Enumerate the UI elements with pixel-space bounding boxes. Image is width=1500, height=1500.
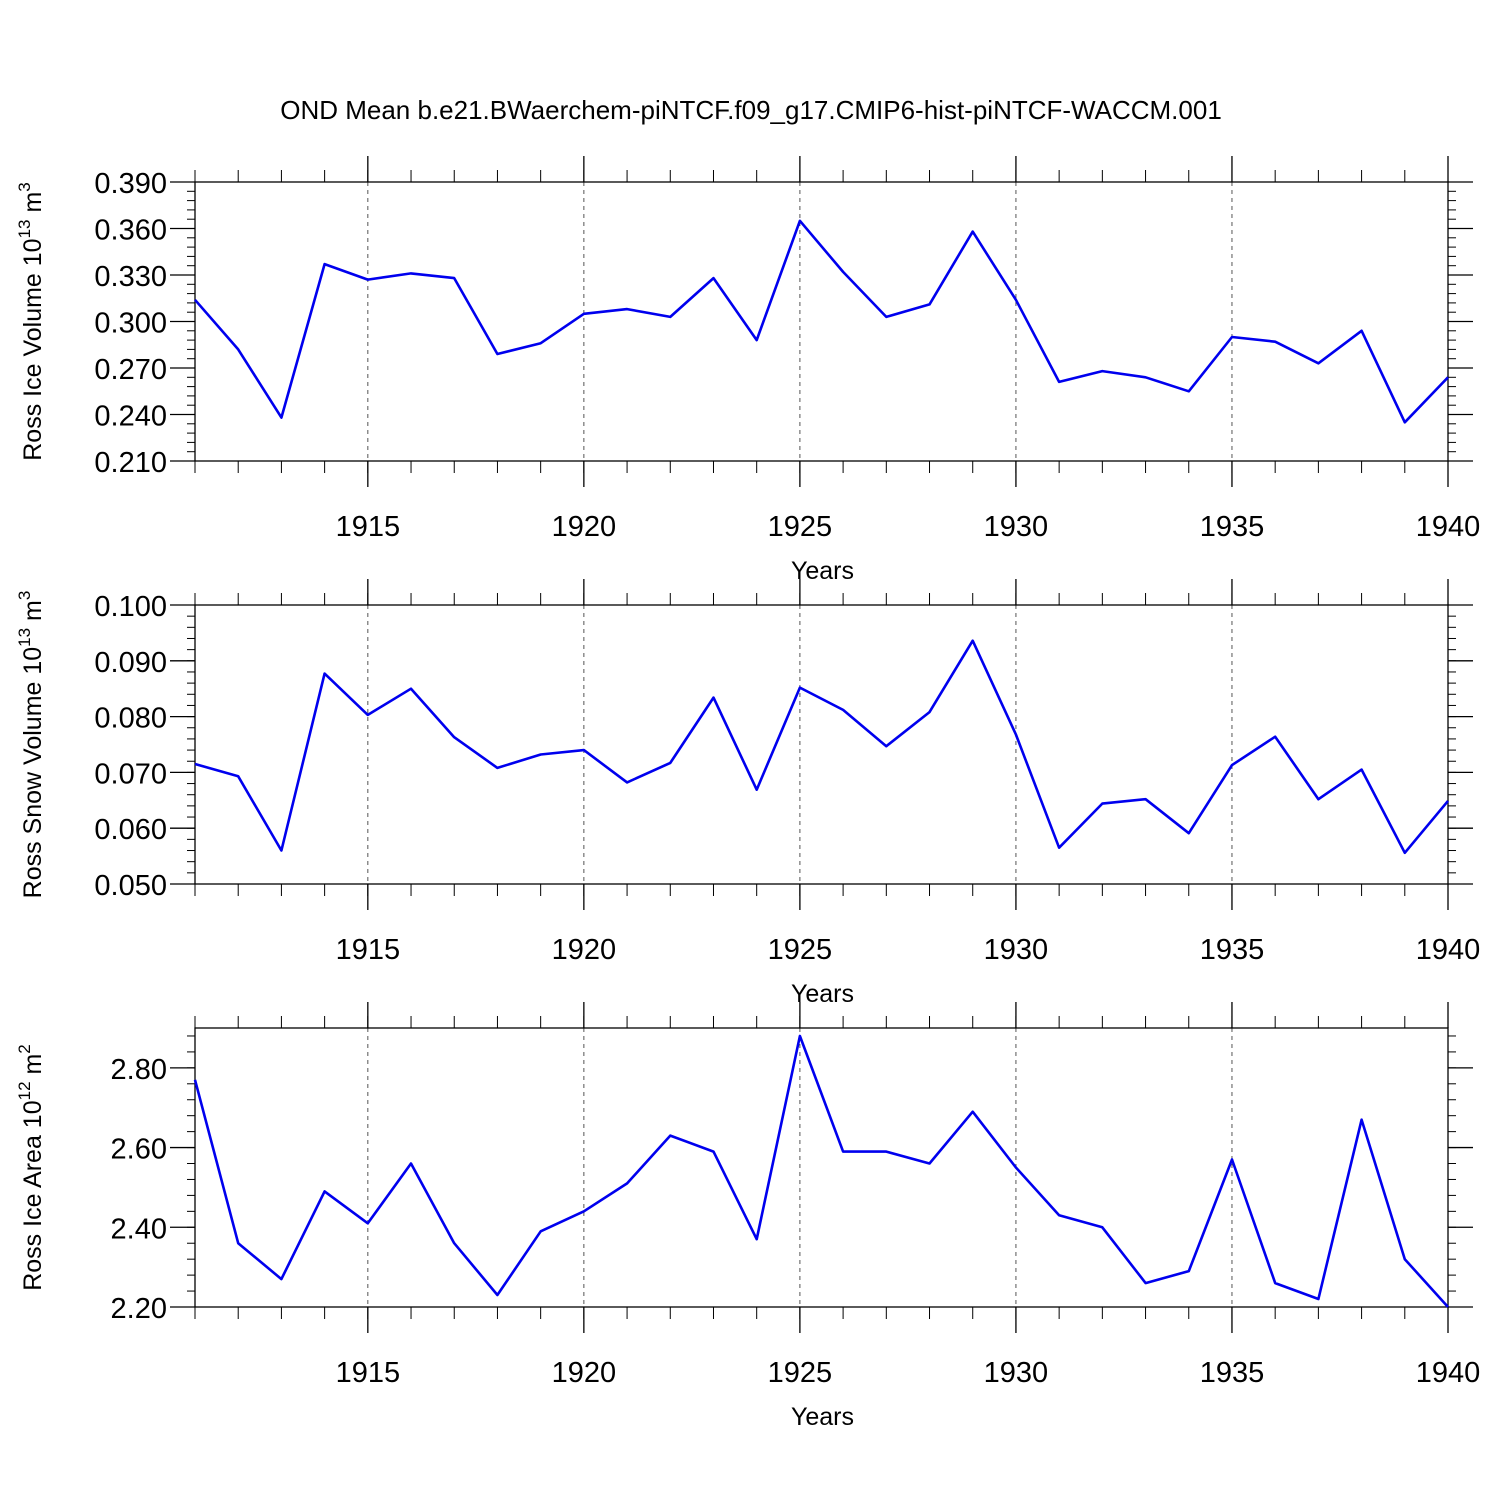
x-tick-label: 1940 xyxy=(1416,934,1481,966)
x-tick-label: 1930 xyxy=(984,1357,1049,1389)
y-axis-label-unit: m xyxy=(19,192,47,220)
plot-frame xyxy=(194,1027,1449,1308)
y-tick-label: 0.360 xyxy=(94,215,167,247)
y-tick-label: 2.20 xyxy=(111,1293,167,1325)
series-line xyxy=(194,219,1449,424)
y-axis-label-unit: m xyxy=(19,600,47,628)
y-tick-label: 0.070 xyxy=(94,758,167,790)
x-tick-label: 1930 xyxy=(984,511,1049,543)
y-axis-label-exponent: 13 xyxy=(15,628,34,647)
x-tick-label: 1925 xyxy=(768,511,833,543)
y-tick-label: 0.270 xyxy=(94,354,167,386)
x-tick-label: 1920 xyxy=(552,1357,617,1389)
x-axis-label: Years xyxy=(791,557,854,585)
x-axis-label: Years xyxy=(791,1403,854,1431)
y-axis-label: Ross Ice Area 1012 m2 xyxy=(15,1044,47,1291)
x-tick-label: 1920 xyxy=(552,511,617,543)
x-tick-label: 1925 xyxy=(768,934,833,966)
y-tick-label: 0.080 xyxy=(94,703,167,735)
y-axis-label-text: Ross Ice Volume 10 xyxy=(19,238,47,460)
y-axis-label: Ross Ice Volume 1013 m3 xyxy=(15,182,47,461)
x-tick-label: 1915 xyxy=(336,511,401,543)
y-tick-label: 0.060 xyxy=(94,814,167,846)
x-tick-label: 1915 xyxy=(336,1357,401,1389)
y-tick-label: 0.330 xyxy=(94,261,167,293)
x-tick-label: 1920 xyxy=(552,934,617,966)
y-tick-label: 0.210 xyxy=(94,447,167,479)
x-tick-label: 1935 xyxy=(1200,934,1265,966)
y-tick-label: 0.240 xyxy=(94,401,167,433)
x-tick-label: 1930 xyxy=(984,934,1049,966)
y-tick-label: 0.100 xyxy=(94,591,167,623)
panel-3: 2.20 2.40 2.60 2.80 1915 1920 1925 1930 1935 1940… xyxy=(15,1002,1480,1431)
y-axis-label-unit-exponent: 2 xyxy=(15,1044,34,1053)
series-line xyxy=(193,1034,1449,1308)
x-tick-label: 1940 xyxy=(1416,511,1481,543)
figure-title: OND Mean b.e21.BWaerchem-piNTCF.f09_g17.… xyxy=(280,95,1222,125)
plot-frame xyxy=(194,181,1449,462)
y-tick-label: 0.300 xyxy=(94,308,167,340)
y-axis-label-unit: m xyxy=(19,1054,47,1082)
y-axis-label-text: Ross Snow Volume 10 xyxy=(19,647,47,899)
series-line xyxy=(194,639,1449,855)
y-tick-label: 2.60 xyxy=(111,1134,167,1166)
y-axis-label-unit-exponent: 3 xyxy=(15,591,34,600)
y-tick-label: 0.390 xyxy=(94,168,167,200)
y-tick-label: 2.80 xyxy=(111,1054,167,1086)
x-tick-label: 1915 xyxy=(336,934,401,966)
x-tick-label: 1925 xyxy=(768,1357,833,1389)
panel-1: 0.210 0.240 0.270 0.300 0.330 0.360 0.390 1915 1… xyxy=(15,156,1480,585)
y-tick-label: 0.050 xyxy=(94,870,167,902)
x-tick-label: 1935 xyxy=(1200,1357,1265,1389)
y-tick-label: 0.090 xyxy=(94,647,167,679)
x-tick-label: 1935 xyxy=(1200,511,1265,543)
y-axis-label-exponent: 13 xyxy=(15,219,34,238)
y-tick-label: 2.40 xyxy=(111,1213,167,1245)
y-axis-label-unit-exponent: 3 xyxy=(15,182,34,191)
y-axis-label-text: Ross Ice Area 10 xyxy=(19,1100,47,1290)
x-tick-label: 1940 xyxy=(1416,1357,1481,1389)
y-axis-label-exponent: 12 xyxy=(15,1081,34,1100)
y-axis-label: Ross Snow Volume 1013 m3 xyxy=(15,591,47,899)
x-axis-label: Years xyxy=(791,980,854,1008)
plot-frame xyxy=(194,604,1449,885)
panel-2: 0.050 0.060 0.070 0.080 0.090 0.100 1915 1920 19… xyxy=(15,579,1480,1008)
